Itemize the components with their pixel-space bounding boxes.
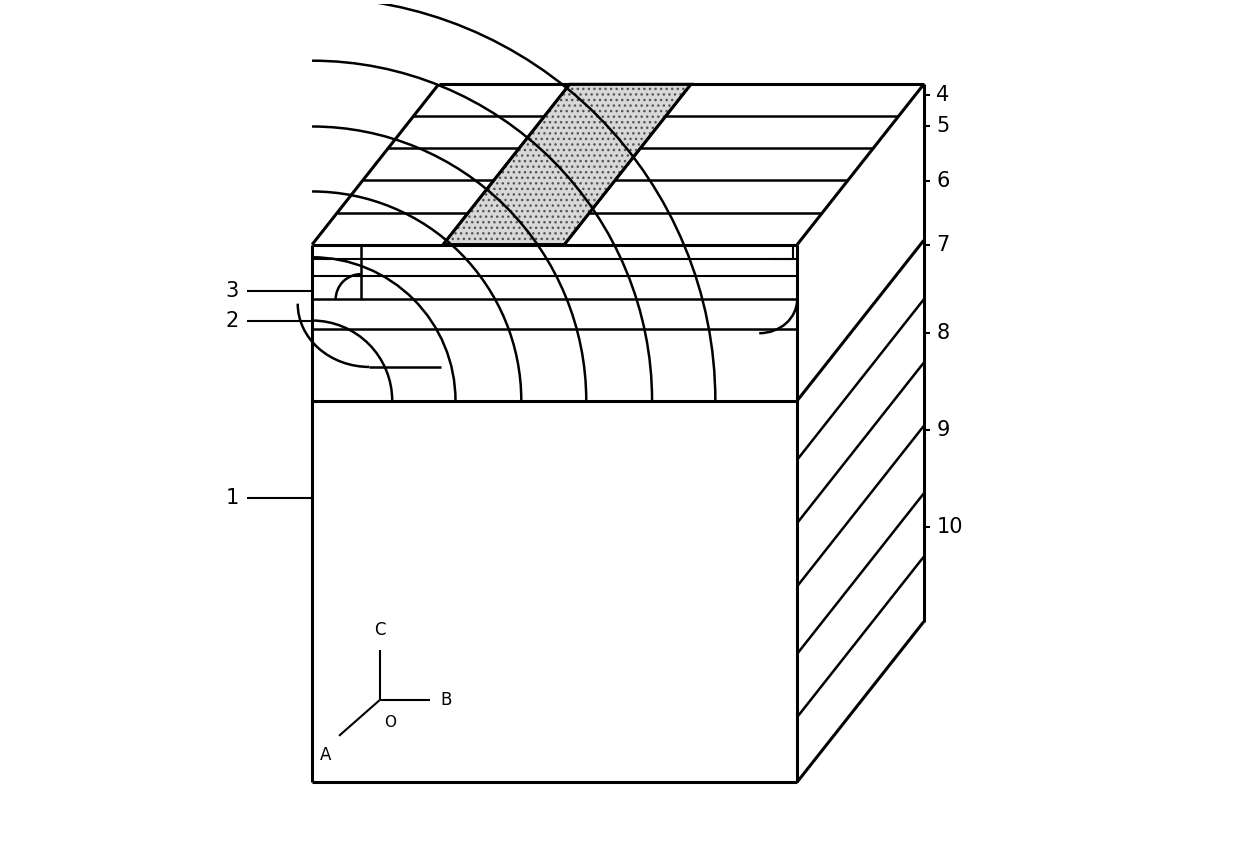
Text: B: B [440, 691, 451, 709]
Text: 9: 9 [936, 420, 950, 440]
Text: 8: 8 [936, 323, 950, 343]
Text: 4: 4 [936, 85, 950, 106]
Text: O: O [383, 716, 396, 730]
Text: 7: 7 [936, 234, 950, 255]
Text: 3: 3 [226, 281, 238, 301]
Text: 1: 1 [226, 487, 238, 508]
Text: 2: 2 [226, 310, 238, 331]
Text: C: C [373, 621, 386, 640]
Polygon shape [443, 84, 691, 245]
Text: 10: 10 [936, 517, 963, 538]
Text: 6: 6 [936, 171, 950, 192]
Text: 5: 5 [936, 116, 950, 135]
Text: A: A [320, 746, 331, 764]
